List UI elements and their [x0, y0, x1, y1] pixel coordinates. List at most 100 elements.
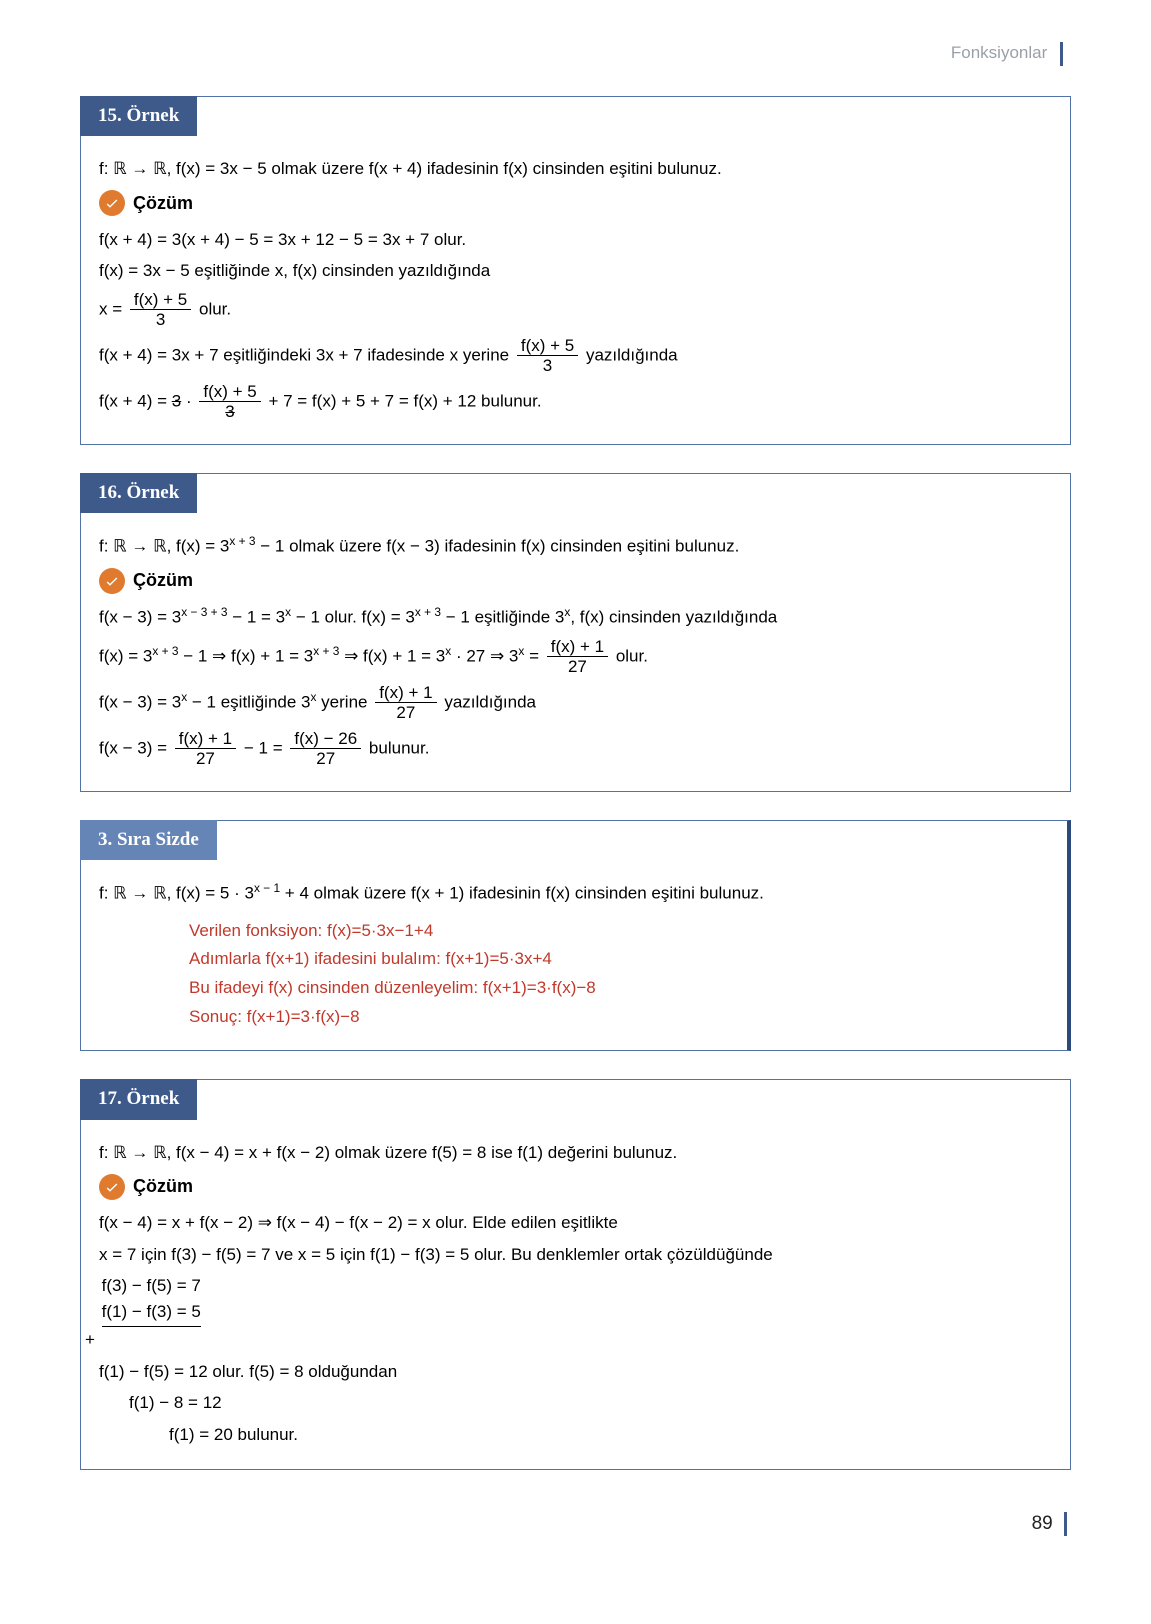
sira3-problem: f: ℝ → ℝ, f(x) = 5 · 3x − 1 + 4 olmak üz…: [99, 880, 1049, 906]
real-symbol: ℝ: [113, 1143, 126, 1162]
text: f(x + 4) =: [99, 391, 172, 410]
stack-rule: [102, 1326, 201, 1353]
fraction: f(x) − 2627: [290, 729, 361, 769]
numerator: f(x) + 5: [517, 336, 578, 357]
text: →: [127, 159, 153, 178]
ex17-l5: f(1) = 20 bulunur.: [169, 1422, 1052, 1448]
t: f(x − 3) =: [99, 738, 172, 757]
page-footer: 89: [80, 1510, 1071, 1539]
numerator: f(x) + 5: [130, 290, 191, 311]
t: f(x) = 3: [99, 646, 152, 665]
num: f(x) − 26: [290, 729, 361, 750]
t: f(x − 3) = 3: [99, 608, 181, 627]
cozum-label: Çözüm: [133, 190, 193, 217]
t: ⇒ f(x) + 1 = 3: [339, 646, 445, 665]
text: f(x + 4) = 3x + 7 eşitliğindeki 3x + 7 i…: [99, 345, 514, 364]
plus-sign: +: [85, 1327, 95, 1353]
ex16-l4: f(x − 3) = f(x) + 127 − 1 = f(x) − 2627 …: [99, 729, 1052, 769]
ex16-problem: f: ℝ → ℝ, f(x) = 3x + 3 − 1 olmak üzere …: [99, 533, 1052, 559]
real-symbol: ℝ: [113, 159, 126, 178]
text: x =: [99, 299, 127, 318]
stack-line: f(1) − f(3) = 5: [102, 1299, 201, 1325]
fraction: f(x) + 53: [130, 290, 191, 330]
example-16-header: 16. Örnek: [80, 473, 197, 514]
real-symbol: ℝ: [153, 159, 166, 178]
student-work: Verilen fonksiyon: f(x)=5·3x−1+4 Adımlar…: [189, 917, 1049, 1033]
text: olur.: [199, 299, 231, 318]
t: , f(x − 4) = x + f(x − 2) olmak üzere f(…: [167, 1143, 678, 1162]
check-icon: [99, 568, 125, 594]
denominator: 3: [199, 402, 260, 422]
footer-bar: [1064, 1512, 1067, 1536]
student-line: Bu ifadeyi f(x) cinsinden düzenleyelim: …: [189, 974, 1049, 1003]
num: f(x) + 1: [375, 683, 436, 704]
ex17-problem: f: ℝ → ℝ, f(x − 4) = x + f(x − 2) olmak …: [99, 1140, 1052, 1166]
text: , f(x) = 3: [167, 537, 230, 556]
sup: x + 3: [313, 643, 339, 657]
cozum-label: Çözüm: [133, 567, 193, 594]
ex17-l4: f(1) − 8 = 12: [129, 1390, 1052, 1416]
t: , f(x) = 5 · 3: [167, 884, 254, 903]
t: →: [127, 884, 153, 903]
text: f:: [99, 159, 113, 178]
ex15-l3: x = f(x) + 53 olur.: [99, 290, 1052, 330]
t: · 27 ⇒ 3: [451, 646, 518, 665]
real-symbol: ℝ: [153, 537, 166, 556]
fraction: f(x) + 53: [199, 382, 260, 422]
sira-3-body: f: ℝ → ℝ, f(x) = 5 · 3x − 1 + 4 olmak üz…: [81, 860, 1067, 1050]
ex15-l1: f(x + 4) = 3(x + 4) − 5 = 3x + 12 − 5 = …: [99, 227, 1052, 253]
t: yazıldığında: [444, 692, 536, 711]
cozum-row: Çözüm: [99, 1173, 1052, 1200]
addition-stack: + f(3) − f(5) = 7 f(1) − f(3) = 5: [85, 1273, 201, 1353]
example-16-box: 16. Örnek f: ℝ → ℝ, f(x) = 3x + 3 − 1 ol…: [80, 473, 1071, 792]
t: olur.: [616, 646, 648, 665]
real-symbol: ℝ: [113, 537, 126, 556]
chapter-title: Fonksiyonlar: [951, 43, 1047, 62]
t: f:: [99, 884, 113, 903]
t: yerine: [316, 692, 372, 711]
fraction: f(x) + 127: [547, 637, 608, 677]
t: , f(x) cinsinden yazıldığında: [570, 608, 777, 627]
check-icon: [99, 1174, 125, 1200]
text: , f(x) = 3x − 5 olmak üzere f(x + 4) ifa…: [167, 159, 722, 178]
page-number: 89: [1032, 1513, 1053, 1534]
num: f(x) + 1: [547, 637, 608, 658]
stack-line: f(3) − f(5) = 7: [102, 1273, 201, 1299]
t: f(x − 3) = 3: [99, 692, 181, 711]
den: 27: [175, 749, 236, 769]
denominator: 3: [517, 356, 578, 376]
student-line: Verilen fonksiyon: f(x)=5·3x−1+4: [189, 917, 1049, 946]
t: − 1 = 3: [227, 608, 285, 627]
ex17-l1: f(x − 4) = x + f(x − 2) ⇒ f(x − 4) − f(x…: [99, 1210, 1052, 1236]
example-15-body: f: ℝ → ℝ, f(x) = 3x − 5 olmak üzere f(x …: [81, 136, 1070, 444]
cozum-row: Çözüm: [99, 567, 1052, 594]
denominator: 3: [130, 310, 191, 330]
sup: x − 3 + 3: [181, 605, 227, 619]
t: f:: [99, 1143, 113, 1162]
t: =: [524, 646, 543, 665]
real-symbol: ℝ: [153, 884, 166, 903]
text: →: [127, 537, 153, 556]
text: yazıldığında: [586, 345, 678, 364]
text: − 1 olmak üzere f(x − 3) ifadesinin f(x)…: [256, 537, 740, 556]
real-symbol: ℝ: [153, 1143, 166, 1162]
sup: x + 3: [229, 534, 255, 548]
cozum-label: Çözüm: [133, 1173, 193, 1200]
ex15-l5: f(x + 4) = 3 · f(x) + 53 + 7 = f(x) + 5 …: [99, 382, 1052, 422]
example-17-box: 17. Örnek f: ℝ → ℝ, f(x − 4) = x + f(x −…: [80, 1079, 1071, 1470]
real-symbol: ℝ: [113, 884, 126, 903]
ex17-stack: + f(3) − f(5) = 7 f(1) − f(3) = 5: [85, 1273, 1052, 1353]
ex17-l3: f(1) − f(5) = 12 olur. f(5) = 8 olduğund…: [99, 1359, 1052, 1385]
text: ·: [186, 391, 196, 410]
sup: x − 1: [254, 881, 280, 895]
example-15-header: 15. Örnek: [80, 96, 197, 137]
student-line: Adımlarla f(x+1) ifadesini bulalım: f(x+…: [189, 945, 1049, 974]
stack-lines: f(3) − f(5) = 7 f(1) − f(3) = 5: [102, 1273, 201, 1353]
student-line: Sonuç: f(x+1)=3·f(x)−8: [189, 1003, 1049, 1032]
chapter-rule: [1060, 42, 1063, 66]
sira-3-header: 3. Sıra Sizde: [80, 820, 217, 861]
ex16-l2: f(x) = 3x + 3 − 1 ⇒ f(x) + 1 = 3x + 3 ⇒ …: [99, 637, 1052, 677]
sup: x + 3: [415, 605, 441, 619]
example-17-body: f: ℝ → ℝ, f(x − 4) = x + f(x − 2) olmak …: [81, 1120, 1070, 1470]
ex15-l4: f(x + 4) = 3x + 7 eşitliğindeki 3x + 7 i…: [99, 336, 1052, 376]
